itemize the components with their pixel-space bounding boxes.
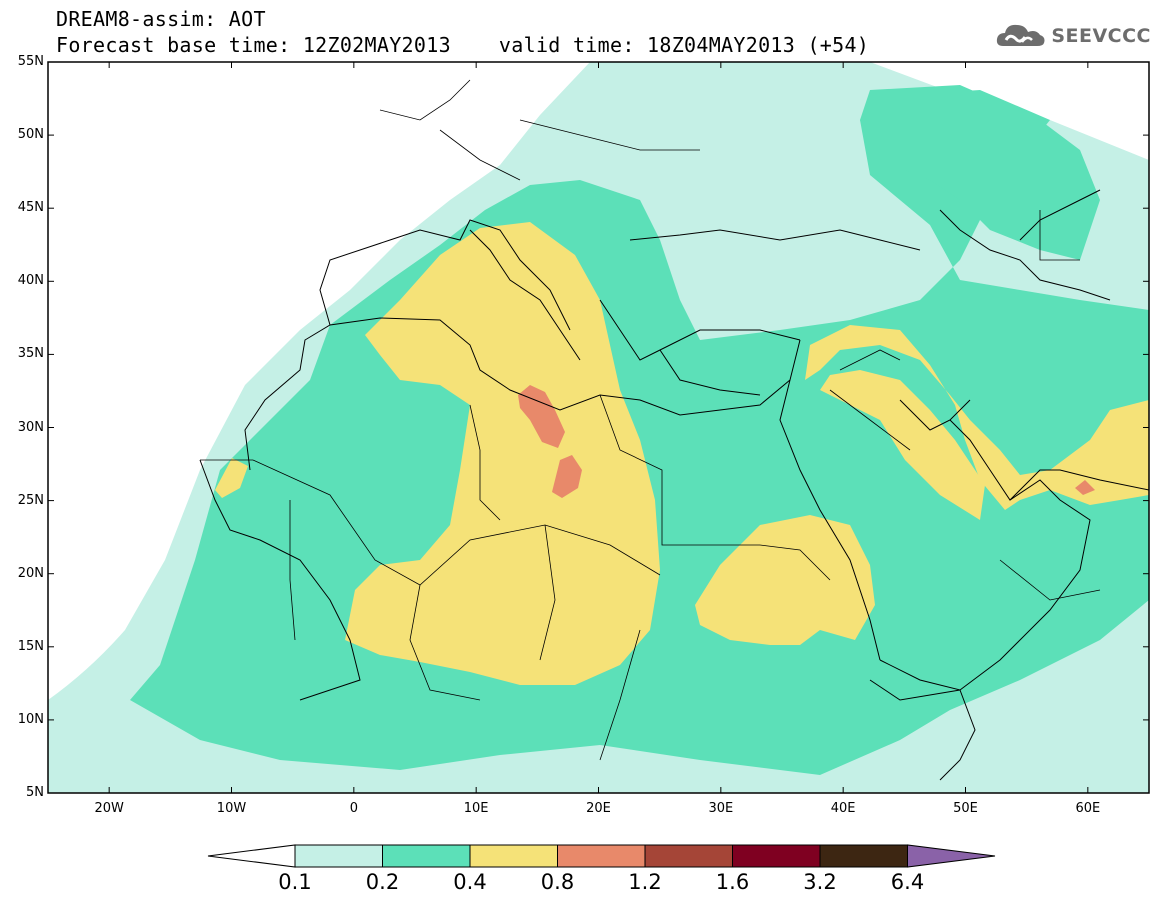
lat-label: 35N <box>17 346 44 362</box>
lon-label: 50E <box>953 801 978 816</box>
lat-label: 50N <box>17 127 44 143</box>
aot-band-0.4-sudan <box>695 515 875 645</box>
colorbar-swatch <box>469 844 558 868</box>
colorbar-level-label: 0.2 <box>365 870 400 894</box>
colorbar-swatch <box>732 844 821 868</box>
aot-band-0.8-libya <box>518 385 565 448</box>
aot-band-0.4-central <box>345 222 660 685</box>
lat-label: 45N <box>17 200 44 216</box>
aot-band-0.4-sahara-west <box>215 458 248 498</box>
lon-label: 30E <box>708 801 734 816</box>
base-time: Forecast base time: 12Z02MAY2013 <box>56 33 451 57</box>
colorbar-swatch <box>644 844 733 868</box>
colorbar-swatch <box>557 844 646 868</box>
colorbar-swatch <box>819 844 908 868</box>
country-borders <box>200 79 1101 761</box>
lon-label: 10W <box>216 801 247 816</box>
lat-label: 30N <box>17 419 44 435</box>
lon-label: 10E <box>463 801 489 816</box>
logo-text: SEEVCCC <box>1051 25 1151 47</box>
lat-label: 10N <box>17 711 44 727</box>
cloud-icon <box>997 24 1045 46</box>
seevccc-logo: SEEVCCC <box>995 20 1151 52</box>
colorbar-level-label: 6.4 <box>890 870 925 894</box>
lat-label: 40N <box>17 273 44 289</box>
map-field <box>48 62 1149 793</box>
lon-label: 60E <box>1075 801 1101 816</box>
aot-band-0.4-saudi <box>820 370 985 520</box>
colorbar-level-label: 0.8 <box>540 870 575 894</box>
colorbar-swatch <box>382 844 471 868</box>
colorbar-level-label: 0.4 <box>453 870 487 894</box>
colorbar-level-label: 1.2 <box>628 870 662 894</box>
colorbar <box>207 844 996 868</box>
colorbar-level-label: 3.2 <box>803 870 837 894</box>
colorbar-under-arrow <box>207 844 296 868</box>
lat-label: 25N <box>17 492 44 508</box>
axis-ticks <box>48 61 1149 794</box>
aot-band-0.4-arabia <box>805 325 1149 510</box>
aot-band-0.8-south <box>552 455 582 498</box>
lon-label: 0 <box>349 801 358 816</box>
colorbar-level-label: 0.1 <box>278 870 312 894</box>
lon-label: 20E <box>586 801 611 816</box>
lat-label: 55N <box>17 54 44 69</box>
colorbar-over-arrow <box>907 844 996 868</box>
lat-label: 5N <box>26 785 44 800</box>
lon-label: 20W <box>94 801 124 816</box>
map-title: DREAM8-assim: AOT <box>56 7 266 31</box>
map-subtitle: Forecast base time: 12Z02MAY2013 valid ti… <box>56 33 869 57</box>
colorbar-level-label: 1.6 <box>715 870 750 894</box>
colorbar-swatch <box>294 844 383 868</box>
valid-time: valid time: 18Z04MAY2013 (+54) <box>498 33 870 57</box>
aot-band-0.8-iran <box>1075 480 1095 495</box>
lat-label: 20N <box>17 565 44 581</box>
coastlines <box>199 189 1149 781</box>
lat-label: 15N <box>17 638 44 654</box>
lon-label: 40E <box>830 801 856 816</box>
